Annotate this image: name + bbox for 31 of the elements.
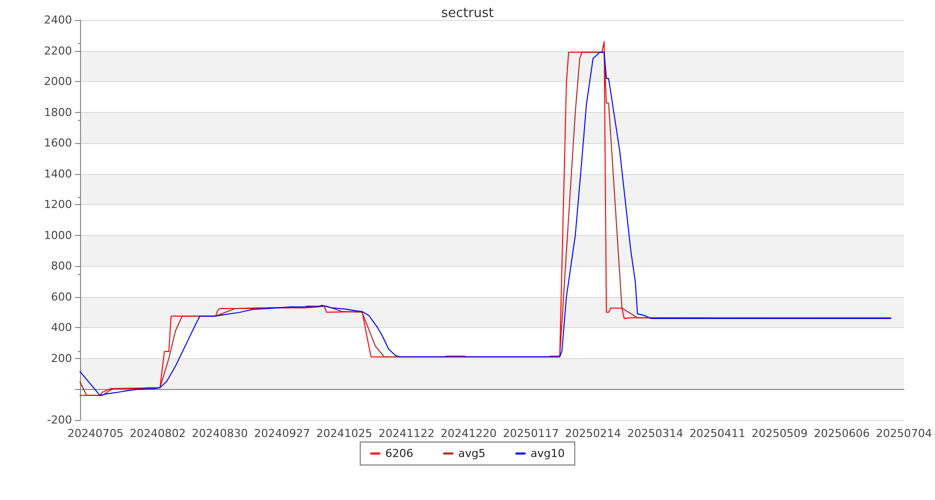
x-tick-label: 20250704 (876, 427, 932, 440)
x-tick-label: 20240705 (68, 427, 124, 440)
x-tick-label: 20250411 (689, 427, 746, 440)
x-tick-label: 20250214 (565, 427, 622, 440)
x-tick-label: 20240927 (254, 427, 310, 440)
x-tick-label: 20241025 (316, 427, 372, 440)
x-tick-label: 20241122 (378, 427, 434, 440)
y-tick-label: 1200 (44, 198, 72, 212)
legend-label: avg10 (530, 447, 565, 460)
y-tick-label: 800 (51, 260, 72, 273)
y-tick-label: 1600 (44, 136, 72, 150)
x-tick-label: 20250606 (814, 427, 870, 440)
chart-title: sectrust (441, 6, 494, 21)
legend-label: avg5 (458, 447, 486, 460)
y-tick-label: 1000 (44, 228, 72, 242)
y-tick-label: 1400 (44, 167, 72, 180)
legend-label: 6206 (385, 447, 414, 460)
x-tick-label: 20241220 (440, 427, 497, 440)
y-tick-label: 1800 (44, 106, 72, 119)
y-tick-label: 2400 (44, 14, 72, 26)
y-tick-label: 400 (51, 321, 72, 334)
y-tick-label: 200 (51, 352, 72, 365)
y-tick-label: -200 (47, 414, 72, 426)
x-tick-label: 20240830 (192, 427, 248, 440)
x-tick-label: 20240802 (130, 427, 186, 440)
y-tick-label: 2200 (44, 44, 72, 58)
y-tick-label: 600 (51, 290, 72, 304)
y-tick-label: 2000 (44, 75, 72, 88)
x-tick-label: 20250314 (627, 427, 684, 440)
x-tick-label: 20250117 (502, 427, 559, 440)
x-tick-label: 20250509 (752, 427, 808, 440)
